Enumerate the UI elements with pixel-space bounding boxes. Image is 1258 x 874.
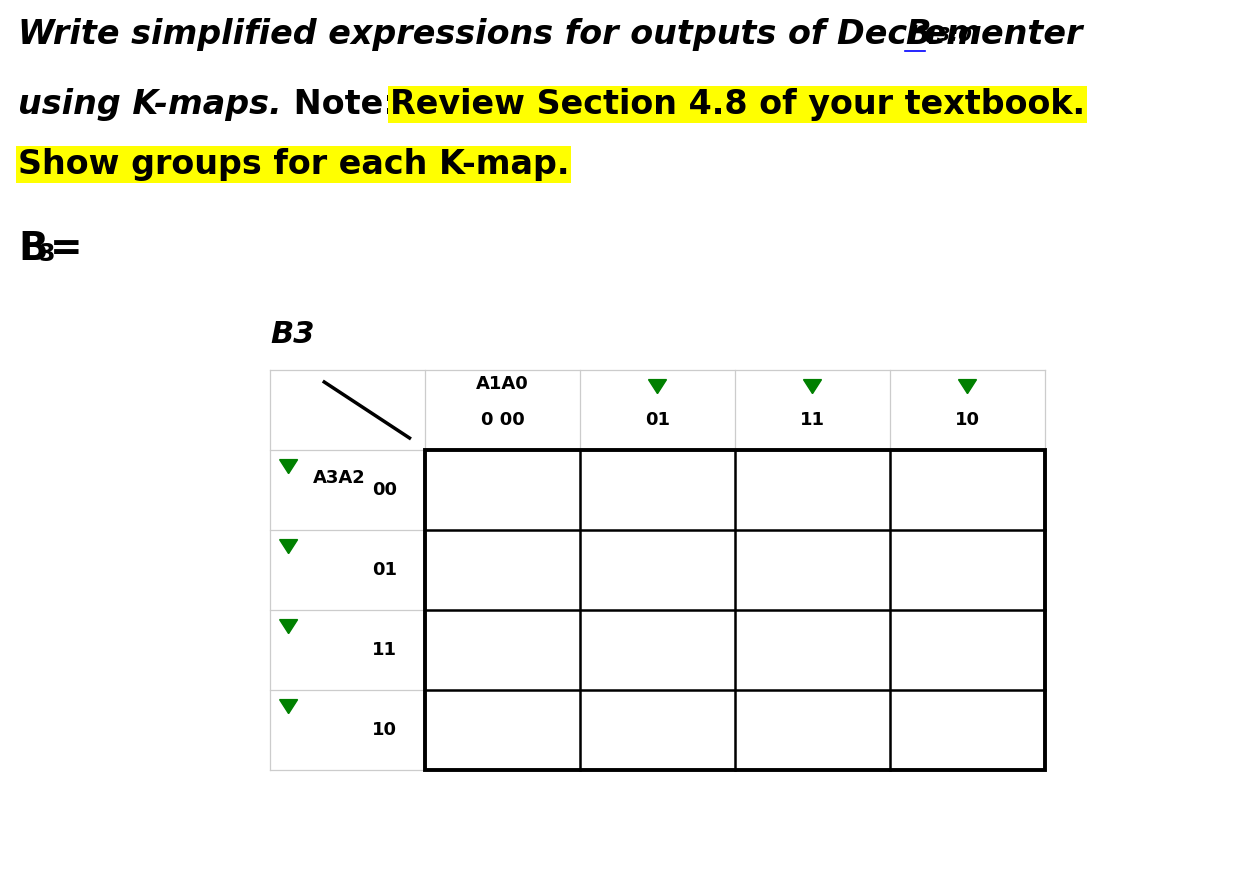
Text: Review Section 4.8 of your textbook.: Review Section 4.8 of your textbook. bbox=[390, 88, 1086, 121]
Text: 01: 01 bbox=[372, 561, 398, 579]
Polygon shape bbox=[279, 699, 298, 713]
Text: Write simplified expressions for outputs of Decrementer: Write simplified expressions for outputs… bbox=[18, 18, 1094, 51]
Text: 3: 3 bbox=[38, 242, 54, 266]
Text: 11: 11 bbox=[800, 411, 825, 428]
Polygon shape bbox=[279, 460, 298, 474]
Text: 10: 10 bbox=[372, 721, 398, 739]
Text: Note:: Note: bbox=[282, 88, 409, 121]
Polygon shape bbox=[279, 620, 298, 634]
Text: B: B bbox=[18, 230, 48, 268]
Text: B3: B3 bbox=[270, 320, 314, 349]
Polygon shape bbox=[804, 379, 821, 393]
Text: A1A0: A1A0 bbox=[476, 375, 528, 393]
Text: using K-maps.: using K-maps. bbox=[18, 88, 282, 121]
Polygon shape bbox=[959, 379, 976, 393]
Bar bbox=[425, 450, 1045, 770]
Text: Show groups for each K-map.: Show groups for each K-map. bbox=[18, 148, 570, 181]
Text: 00: 00 bbox=[372, 481, 398, 499]
Text: 0 00: 0 00 bbox=[481, 411, 525, 428]
Polygon shape bbox=[649, 379, 667, 393]
Text: B: B bbox=[905, 18, 931, 51]
Text: =: = bbox=[50, 230, 83, 268]
Polygon shape bbox=[279, 539, 298, 553]
Text: 01: 01 bbox=[645, 411, 671, 428]
Text: 10: 10 bbox=[955, 411, 980, 428]
Text: A3A2: A3A2 bbox=[313, 469, 366, 487]
Text: [3:0]: [3:0] bbox=[928, 26, 981, 45]
Text: 11: 11 bbox=[372, 641, 398, 659]
